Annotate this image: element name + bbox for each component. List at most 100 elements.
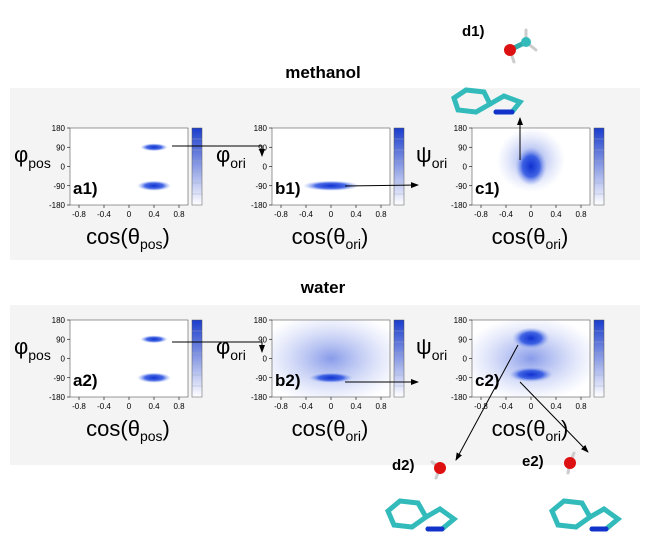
y-label-symbol: φ <box>14 334 28 359</box>
y-label-symbol: ψ <box>416 142 432 167</box>
x-tick-label: 0 <box>529 210 534 219</box>
x-tick-label: -0.4 <box>97 402 111 411</box>
y-tick-label: -90 <box>53 374 65 383</box>
x-label-sub: ori <box>345 428 361 444</box>
y-tick-label: 0 <box>61 355 66 364</box>
x-tick-label: 0 <box>529 402 534 411</box>
y-label-sub: pos <box>28 347 51 363</box>
y-tick-label: 0 <box>263 355 268 364</box>
y-tick-label: 0 <box>263 163 268 172</box>
y-tick-label: -180 <box>451 201 468 210</box>
panel-label: c2) <box>475 371 500 390</box>
title: water <box>300 278 346 297</box>
x-label-sub: ori <box>545 428 561 444</box>
x-tick-label: 0 <box>127 210 132 219</box>
y-tick-label: 180 <box>254 124 268 133</box>
y-tick-label: -90 <box>455 374 467 383</box>
x-tick-label: 0.8 <box>173 210 185 219</box>
density-blob <box>137 181 171 191</box>
x-label-main: cos(θ <box>292 224 346 249</box>
y-tick-label: 90 <box>458 143 467 152</box>
indole-molecule <box>388 501 454 529</box>
x-label-sub: ori <box>345 236 361 252</box>
y-tick-label: 90 <box>258 335 267 344</box>
panel-label: b2) <box>275 371 301 390</box>
x-label-end: ) <box>361 224 368 249</box>
y-label-symbol: φ <box>216 334 230 359</box>
x-tick-label: 0.8 <box>375 402 387 411</box>
x-tick-label: 0.4 <box>148 210 160 219</box>
y-label-sub: ori <box>432 155 448 171</box>
x-tick-label: 0 <box>329 210 334 219</box>
x-label-main: cos(θ <box>86 416 140 441</box>
x-tick-label: -0.8 <box>274 210 288 219</box>
x-label-sub: pos <box>140 428 163 444</box>
y-tick-label: 90 <box>258 143 267 152</box>
y-tick-label: 90 <box>56 335 65 344</box>
y-tick-label: -90 <box>53 182 65 191</box>
x-label-main: cos(θ <box>292 416 346 441</box>
y-label-sub: ori <box>432 347 448 363</box>
panel-label: b1) <box>275 179 301 198</box>
x-tick-label: -0.8 <box>72 210 86 219</box>
methanol-molecule <box>504 30 536 62</box>
panel-label: a1) <box>73 179 98 198</box>
y-tick-label: 180 <box>254 316 268 325</box>
x-tick-label: 0.8 <box>173 402 185 411</box>
x-tick-label: -0.4 <box>299 210 313 219</box>
x-label-sub: pos <box>140 236 163 252</box>
colorbar <box>594 128 604 205</box>
density-blob <box>137 373 171 383</box>
x-tick-label: -0.4 <box>97 210 111 219</box>
x-label-end: ) <box>561 224 568 249</box>
x-tick-label: -0.8 <box>274 402 288 411</box>
y-tick-label: 0 <box>463 163 468 172</box>
x-tick-label: -0.4 <box>299 402 313 411</box>
x-label-sub: ori <box>545 236 561 252</box>
molecule-label: d2) <box>392 457 415 474</box>
colorbar <box>192 128 202 205</box>
density-blob <box>140 335 168 343</box>
x-tick-label: -0.4 <box>499 210 513 219</box>
x-tick-label: 0.4 <box>550 210 562 219</box>
density-blob <box>140 143 168 151</box>
y-tick-label: 180 <box>52 316 66 325</box>
y-label-symbol: φ <box>14 142 28 167</box>
x-tick-label: 0.4 <box>350 402 362 411</box>
y-tick-label: 180 <box>454 124 468 133</box>
x-tick-label: 0.4 <box>148 402 160 411</box>
x-tick-label: 0.4 <box>350 210 362 219</box>
title: methanol <box>285 63 361 82</box>
x-label-end: ) <box>163 224 170 249</box>
panel-label: a2) <box>73 371 98 390</box>
molecule-label: d1) <box>462 23 485 40</box>
y-tick-label: -180 <box>49 393 66 402</box>
x-tick-label: 0 <box>329 402 334 411</box>
x-label-main: cos(θ <box>492 416 546 441</box>
y-tick-label: 180 <box>454 316 468 325</box>
x-label-main: cos(θ <box>86 224 140 249</box>
x-tick-label: 0.8 <box>575 210 587 219</box>
y-tick-label: 180 <box>52 124 66 133</box>
y-tick-label: -180 <box>251 393 268 402</box>
x-tick-label: 0.4 <box>550 402 562 411</box>
y-tick-label: -90 <box>255 182 267 191</box>
x-label-end: ) <box>361 416 368 441</box>
colorbar <box>394 128 404 205</box>
density-blob <box>256 311 406 405</box>
y-label-sub: ori <box>230 155 246 171</box>
y-tick-label: 0 <box>463 355 468 364</box>
figure: methanol water -0.8 -0.4 0 0.4 0.8 180 90 0 -90 -… <box>0 0 648 552</box>
y-tick-label: -180 <box>49 201 66 210</box>
colorbar <box>394 320 404 397</box>
x-label-main: cos(θ <box>492 224 546 249</box>
x-label-end: ) <box>163 416 170 441</box>
density-blob <box>309 373 353 383</box>
y-tick-label: -180 <box>451 393 468 402</box>
x-tick-label: 0.8 <box>575 402 587 411</box>
y-tick-label: -90 <box>455 182 467 191</box>
y-tick-label: -180 <box>251 201 268 210</box>
indole-molecule <box>552 501 618 529</box>
x-tick-label: -0.8 <box>474 210 488 219</box>
y-label-symbol: ψ <box>416 334 432 359</box>
